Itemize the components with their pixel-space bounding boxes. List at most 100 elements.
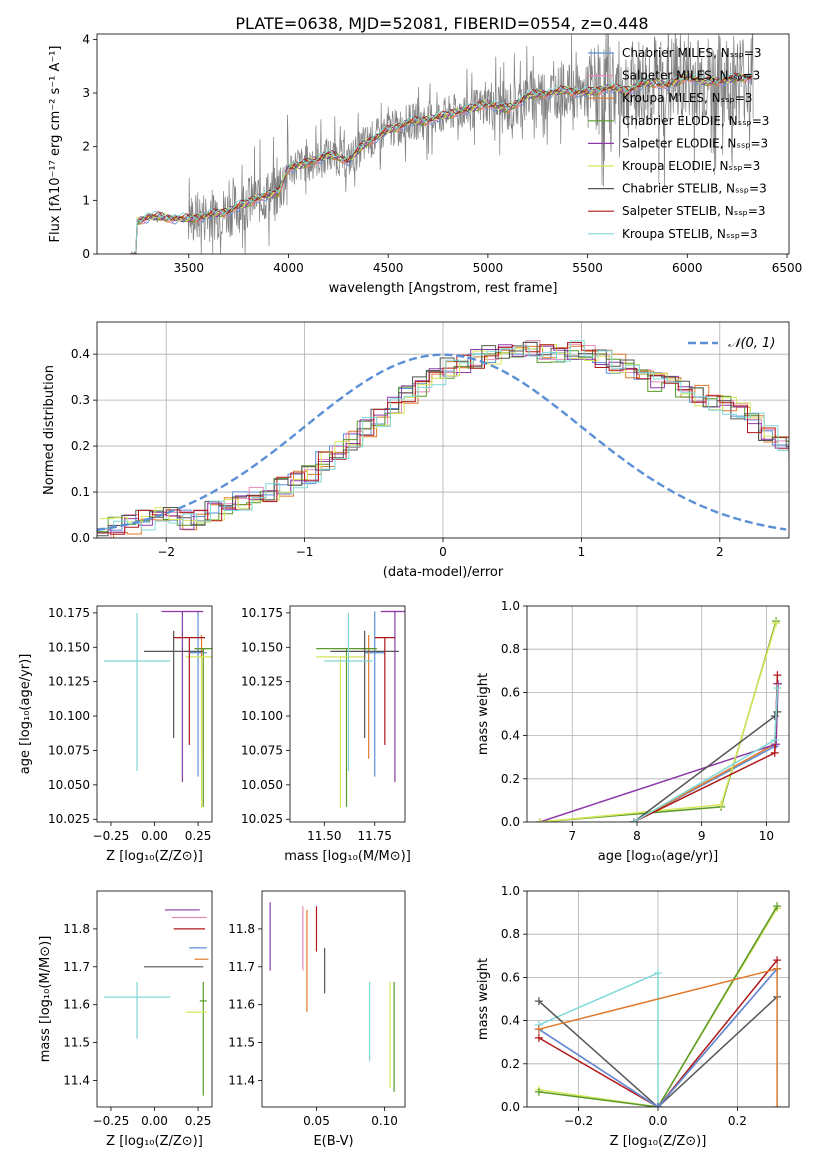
- weight-marker-chabrier-elodie: [773, 902, 782, 911]
- weight-marker-salpeter-elodie: [774, 679, 783, 688]
- y-tick-label: 10.050: [241, 778, 283, 792]
- y-tick-label: 11.5: [228, 1036, 255, 1050]
- weight-marker-salpeter-elodie: [772, 740, 781, 749]
- x-tick-label: 5000: [473, 261, 504, 275]
- y-tick-label: 0.4: [501, 1014, 520, 1028]
- x-tick-label: 8: [633, 829, 641, 843]
- y-tick-label: 10.025: [241, 812, 283, 826]
- plot-area: [97, 322, 789, 538]
- y-tick-label: 1.0: [501, 599, 520, 613]
- legend-entry: Chabrier ELODIE, Nₛₛₚ=3: [622, 114, 769, 128]
- weight-marker-kroupa-miles: [773, 964, 782, 973]
- y-tick-label: 2: [82, 140, 90, 154]
- y-tick-label: 11.8: [63, 922, 90, 936]
- legend-entry: Salpeter STELIB, Nₛₛₚ=3: [622, 204, 766, 218]
- weight-marker-chabrier-elodie: [534, 1087, 543, 1096]
- weight-marker-chabrier-stelib: [773, 707, 782, 716]
- x-tick-label: 5500: [572, 261, 603, 275]
- x-axis-label: wavelength [Angstrom, rest frame]: [329, 281, 558, 296]
- weight-line-salpeter-miles: [633, 683, 779, 822]
- y-tick-label: 11.6: [228, 998, 255, 1012]
- y-tick-label: 1.0: [501, 884, 520, 898]
- y-tick-label: 0.2: [501, 772, 520, 786]
- figure-title: PLATE=0638, MJD=52081, FIBERID=0554, z=0…: [235, 14, 648, 33]
- y-tick-label: 4: [82, 32, 90, 46]
- chart-mass-vs-EBV: 0.05 0.10 11.4 11.5 11.6 11.7 11.8 E(B-V): [228, 890, 406, 1149]
- chart-residuals: −2 −1 0 1 2 0.0 0.1 0.2 0.3 0.4 (data-model)/error…: [42, 321, 790, 580]
- chart-age-vs-Z: −0.25 0.00 0.25 10.025 10.050 10.075 10.100 10.…: [18, 605, 213, 864]
- x-tick-label: 0.00: [141, 829, 168, 843]
- histogram-chabrier-miles: [97, 348, 789, 533]
- legend-entry: 𝒩(0, 1): [728, 336, 775, 351]
- weight-marker-chabrier-stelib: [770, 712, 779, 721]
- legend-entry: Kroupa MILES, Nₛₛₚ=3: [622, 91, 752, 105]
- y-tick-label: 10.100: [48, 709, 90, 723]
- legend: 𝒩(0, 1): [688, 336, 775, 351]
- y-tick-label: 10.150: [48, 640, 90, 654]
- legend-entry: Kroupa STELIB, Nₛₛₚ=3: [622, 227, 758, 241]
- y-tick-label: 11.8: [228, 922, 255, 936]
- weight-line-chabrier-miles: [633, 683, 779, 822]
- x-tick-label: 0.00: [141, 1114, 168, 1128]
- weight-marker-kroupa-stelib: [629, 818, 638, 822]
- y-tick-label: 10.100: [241, 709, 283, 723]
- weight-marker-kroupa-elodie: [717, 800, 726, 809]
- y-tick-label: 0.0: [71, 531, 90, 545]
- y-tick-label: 1: [82, 193, 90, 207]
- y-axis-label: age [log₁₀(age/yr)]: [18, 654, 33, 775]
- y-tick-label: 10.025: [48, 812, 90, 826]
- chart-weight-vs-Z: −0.2 0.0 0.2 0.0 0.2 0.4 0.6 0.8 1.0 Z [log₁₀(Z/Z…: [476, 884, 790, 1149]
- x-axis-label: mass [log₁₀(M/M⊙)]: [284, 849, 411, 864]
- weight-marker-chabrier-stelib: [534, 997, 543, 1006]
- y-tick-label: 10.075: [241, 743, 283, 757]
- x-tick-label: 0.25: [185, 1114, 212, 1128]
- x-tick-label: 7: [568, 829, 576, 843]
- weight-line-chabrier-miles: [538, 968, 778, 1107]
- y-tick-label: 0.4: [71, 347, 90, 361]
- weight-line-chabrier-elodie: [538, 905, 778, 1107]
- y-tick-label: 0.3: [71, 393, 90, 407]
- histogram-kroupa-elodie: [99, 344, 789, 523]
- x-tick-label: −0.25: [93, 1114, 130, 1128]
- axes-frame: [289, 605, 406, 823]
- y-tick-label: 11.4: [228, 1073, 255, 1087]
- weight-marker-salpeter-stelib: [770, 748, 779, 757]
- x-tick-label: 10: [759, 829, 774, 843]
- x-tick-label: 2: [716, 545, 724, 559]
- x-tick-label: −0.2: [564, 1114, 593, 1128]
- y-tick-label: 0.6: [501, 970, 520, 984]
- x-tick-label: 0.05: [303, 1114, 330, 1128]
- x-tick-label: 0.2: [728, 1114, 747, 1128]
- legend-entry: Kroupa ELODIE, Nₛₛₚ=3: [622, 159, 760, 173]
- y-tick-label: 0.2: [501, 1057, 520, 1071]
- weight-line-chabrier-stelib: [538, 996, 778, 1107]
- weight-marker-kroupa-miles: [534, 1025, 543, 1034]
- y-tick-label: 10.075: [48, 743, 90, 757]
- legend-entry: Salpeter MILES, Nₛₛₚ=3: [622, 69, 760, 83]
- weight-line-kroupa-miles: [633, 683, 779, 822]
- histogram-kroupa-stelib: [99, 340, 789, 531]
- x-tick-label: 4000: [273, 261, 304, 275]
- model-curve-kroupa-stelib: [135, 72, 753, 253]
- x-tick-label: 0: [439, 545, 447, 559]
- y-axis-label: Normed distribution: [42, 365, 57, 495]
- weight-marker-kroupa-miles: [773, 1103, 782, 1107]
- weight-line-kroupa-elodie: [539, 623, 777, 822]
- x-tick-label: 11.50: [307, 829, 341, 843]
- weight-line-salpeter-stelib: [538, 959, 778, 1107]
- x-tick-label: 3500: [173, 261, 204, 275]
- weight-line-salpeter-stelib: [633, 675, 779, 822]
- gaussian-curve: [97, 353, 787, 532]
- y-tick-label: 3: [82, 86, 90, 100]
- legend-entry: Chabrier MILES, Nₛₛₚ=3: [622, 46, 762, 60]
- legend: Chabrier MILES, Nₛₛₚ=3 Salpeter MILES, Nₛ…: [588, 46, 769, 241]
- y-tick-label: 10.125: [241, 675, 283, 689]
- y-tick-label: 0.0: [501, 815, 520, 829]
- y-tick-label: 10.150: [241, 640, 283, 654]
- plot-area: [103, 909, 209, 1096]
- x-axis-label: Z [log₁₀(Z/Z⊙)]: [106, 849, 203, 864]
- weight-marker-salpeter-stelib: [773, 671, 782, 680]
- plot-area: [269, 902, 395, 1092]
- x-tick-label: −1: [296, 545, 314, 559]
